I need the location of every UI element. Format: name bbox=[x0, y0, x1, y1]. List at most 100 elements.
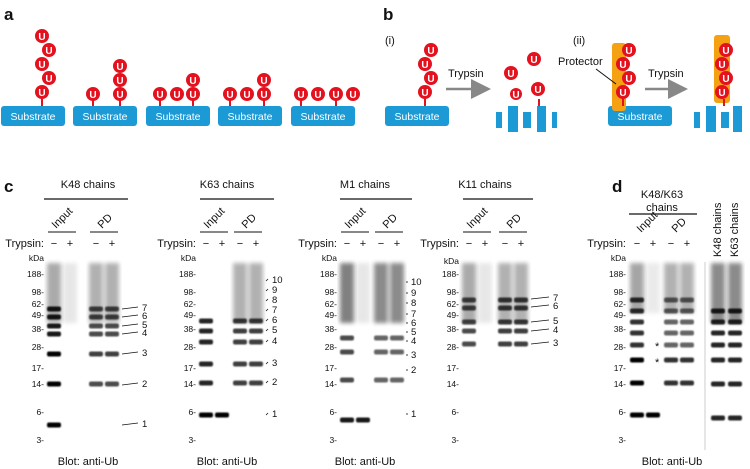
band bbox=[390, 349, 404, 355]
mw-marker: 62- bbox=[184, 299, 196, 309]
lane-smear bbox=[664, 263, 678, 313]
band bbox=[47, 314, 61, 320]
band bbox=[514, 319, 528, 325]
mw-marker: 38- bbox=[184, 324, 196, 334]
band bbox=[680, 308, 694, 314]
chain-length-label: 9 bbox=[272, 285, 277, 296]
ub-label: U bbox=[314, 90, 321, 101]
band bbox=[89, 314, 103, 320]
ub-label: U bbox=[718, 60, 725, 71]
chain-length-label: 4 bbox=[553, 325, 558, 336]
band bbox=[89, 306, 103, 312]
band bbox=[340, 377, 354, 383]
lane-smear bbox=[105, 263, 119, 323]
lane-smear bbox=[478, 263, 492, 323]
plus-sign: + bbox=[394, 238, 400, 250]
band bbox=[47, 331, 61, 337]
chain-length-label: 10 bbox=[411, 277, 422, 288]
lane-smear bbox=[462, 263, 476, 323]
mw-marker: 62- bbox=[614, 299, 626, 309]
mw-marker: 6- bbox=[618, 407, 626, 417]
mw-marker: 3- bbox=[451, 435, 459, 445]
mw-marker: 3- bbox=[188, 435, 196, 445]
blot-footer: Blot: anti-Ub bbox=[197, 456, 258, 468]
protector-label: Protector bbox=[558, 56, 603, 68]
lane-smear bbox=[680, 263, 694, 313]
ub-label: U bbox=[427, 46, 434, 57]
substrate-label: Substrate bbox=[228, 111, 273, 123]
chain-length-label: 3 bbox=[553, 338, 558, 349]
band bbox=[249, 318, 263, 324]
mw-marker: 49- bbox=[184, 310, 196, 320]
chain-length-label: 7 bbox=[553, 293, 558, 304]
band bbox=[498, 328, 512, 334]
band bbox=[89, 323, 103, 329]
chain-length-label: 8 bbox=[411, 298, 416, 309]
band bbox=[462, 297, 476, 303]
mw-marker: 17- bbox=[325, 363, 337, 373]
band bbox=[664, 357, 678, 363]
band bbox=[664, 308, 678, 314]
chain-length-label: 5 bbox=[553, 316, 558, 327]
ub-label: U bbox=[260, 90, 267, 101]
pd-label: PD bbox=[670, 216, 689, 235]
cartoon-chain-4: Substrate U U U U bbox=[218, 73, 282, 126]
mw-marker: 14- bbox=[184, 379, 196, 389]
chain-length-label: 10 bbox=[272, 275, 283, 286]
substrate-label: Substrate bbox=[156, 111, 201, 123]
plus-sign: + bbox=[684, 238, 690, 250]
mw-marker: 188- bbox=[179, 269, 196, 279]
band bbox=[728, 342, 742, 348]
ub-label: U bbox=[718, 88, 725, 99]
lane-smear bbox=[390, 263, 404, 323]
substrate-label: Substrate bbox=[83, 111, 128, 123]
mw-marker: 6- bbox=[36, 407, 44, 417]
band bbox=[630, 319, 644, 325]
panel-label-d: d bbox=[612, 177, 622, 196]
minus-sign: − bbox=[237, 238, 243, 250]
input-label: Input bbox=[465, 205, 491, 231]
mw-marker: 38- bbox=[447, 324, 459, 334]
band bbox=[680, 297, 694, 303]
mw-marker: 38- bbox=[32, 324, 44, 334]
mw-marker: 3- bbox=[329, 435, 337, 445]
lane-smear bbox=[514, 263, 528, 323]
band bbox=[630, 308, 644, 314]
mw-marker: 28- bbox=[447, 342, 459, 352]
panel-label-a: a bbox=[4, 5, 14, 24]
band bbox=[514, 328, 528, 334]
band bbox=[89, 351, 103, 357]
lane-smear bbox=[89, 263, 103, 323]
plus-sign: + bbox=[109, 238, 115, 250]
blot-title: K63 chains bbox=[200, 179, 255, 191]
band bbox=[711, 381, 725, 387]
substrate-label: Substrate bbox=[301, 111, 346, 123]
band bbox=[711, 330, 725, 336]
band bbox=[105, 323, 119, 329]
ub-label: U bbox=[619, 88, 626, 99]
minus-sign: − bbox=[634, 238, 640, 250]
panel-a-cartoons: Substrate U U U U U Substrate U U U U Su… bbox=[1, 29, 360, 126]
ub-label: U bbox=[189, 76, 196, 87]
band bbox=[680, 319, 694, 325]
ub-label: U bbox=[45, 46, 52, 57]
mw-marker: 49- bbox=[325, 310, 337, 320]
chain-length-label: 2 bbox=[272, 377, 277, 388]
band bbox=[89, 331, 103, 337]
mw-marker: 28- bbox=[184, 342, 196, 352]
band bbox=[680, 357, 694, 363]
mw-marker: 28- bbox=[32, 342, 44, 352]
mw-marker: 3- bbox=[36, 435, 44, 445]
lane-smear bbox=[711, 263, 725, 323]
ub-label: U bbox=[534, 85, 541, 96]
ub-label: U bbox=[173, 90, 180, 101]
band bbox=[374, 349, 388, 355]
band bbox=[199, 412, 213, 418]
band bbox=[233, 380, 247, 386]
band bbox=[498, 297, 512, 303]
band bbox=[711, 319, 725, 325]
trypsin-label-ii: Trypsin bbox=[648, 68, 684, 80]
pd-label: PD bbox=[381, 212, 400, 231]
chain-length-label: 7 bbox=[272, 305, 277, 316]
